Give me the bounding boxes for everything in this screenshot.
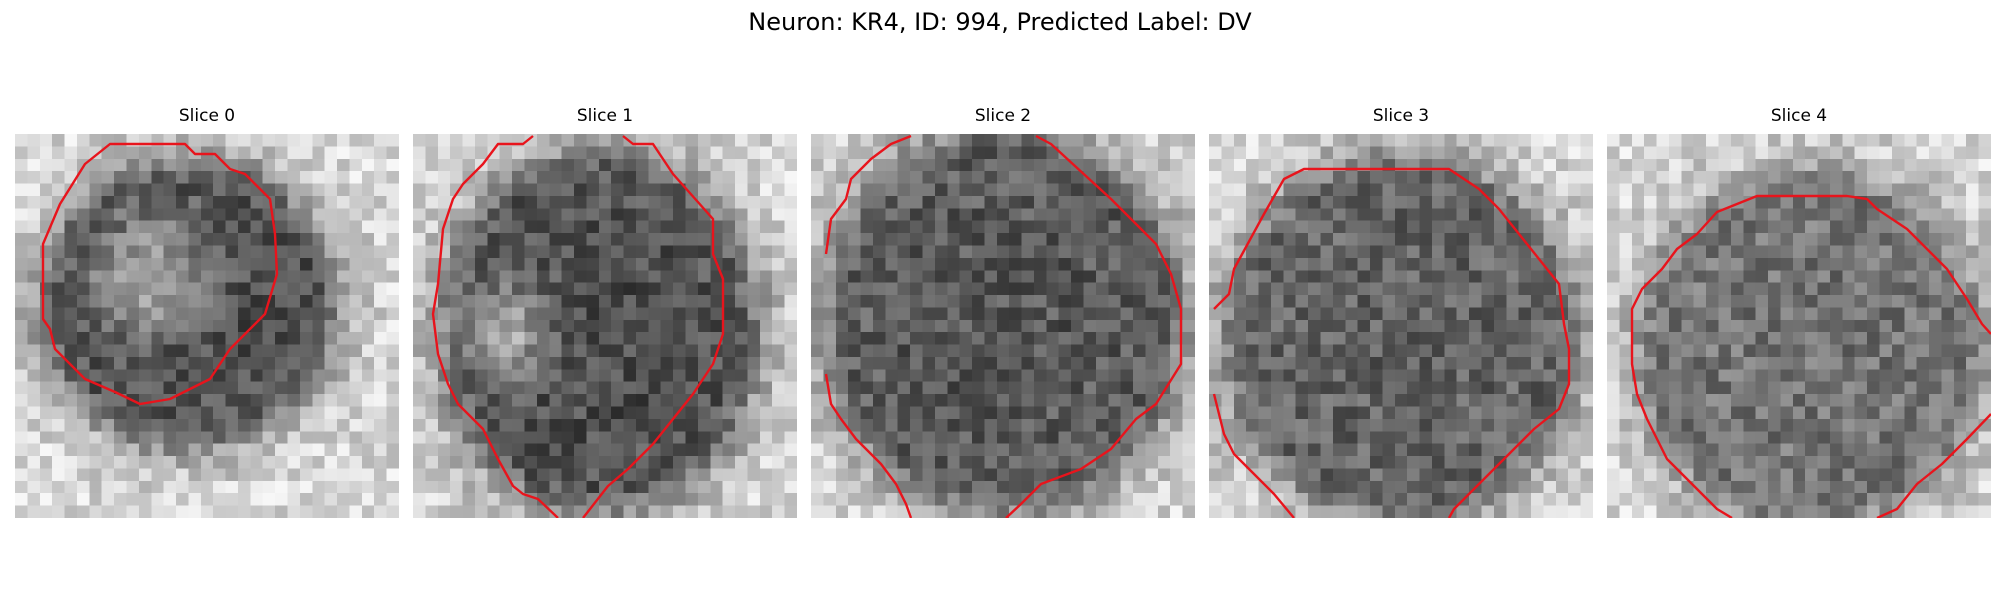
slice-title: Slice 0 bbox=[15, 106, 399, 126]
roi-contour bbox=[15, 134, 399, 518]
contour-line bbox=[1214, 169, 1569, 518]
slice-panel-3: Slice 3 bbox=[1209, 106, 1593, 520]
contour-line bbox=[1214, 394, 1294, 518]
figure-title: Neuron: KR4, ID: 994, Predicted Label: D… bbox=[0, 8, 2000, 36]
contour-line bbox=[826, 374, 911, 518]
slice-panel-1: Slice 1 bbox=[413, 106, 797, 520]
contour-line bbox=[1006, 136, 1181, 518]
roi-contour bbox=[811, 134, 1195, 518]
contour-line bbox=[1877, 414, 1991, 518]
contour-line bbox=[826, 136, 911, 254]
contour-line bbox=[433, 136, 558, 518]
slice-panel-2: Slice 2 bbox=[811, 106, 1195, 520]
contour-line bbox=[43, 144, 277, 404]
slice-title: Slice 4 bbox=[1607, 106, 1991, 126]
contour-line bbox=[1632, 196, 1817, 518]
slice-panel-0: Slice 0 bbox=[15, 106, 399, 520]
roi-contour bbox=[413, 134, 797, 518]
slice-panel-4: Slice 4 bbox=[1607, 106, 1991, 520]
slice-title: Slice 1 bbox=[413, 106, 797, 126]
roi-contour bbox=[1607, 134, 1991, 518]
roi-contour bbox=[1209, 134, 1593, 518]
slice-title: Slice 2 bbox=[811, 106, 1195, 126]
contour-line bbox=[583, 136, 723, 518]
slice-title: Slice 3 bbox=[1209, 106, 1593, 126]
contour-line bbox=[1817, 196, 1991, 334]
